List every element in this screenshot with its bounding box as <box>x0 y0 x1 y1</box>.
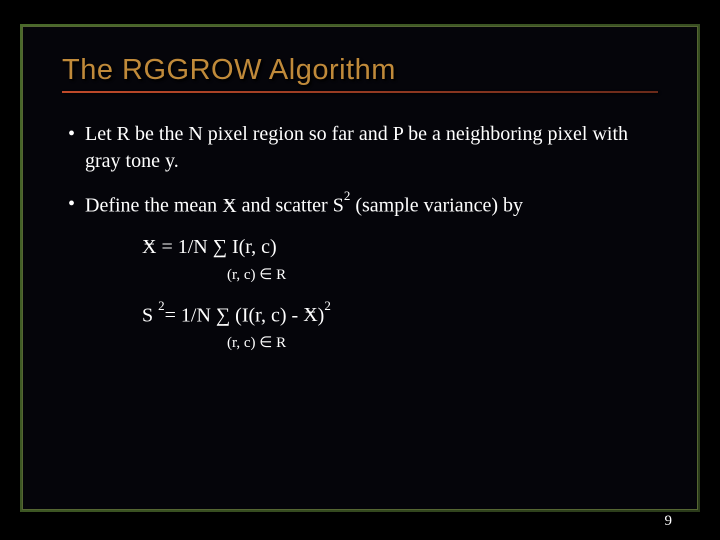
x-bar-icon: _X <box>303 305 317 325</box>
slide-frame: The RGGROW Algorithm • Let R be the N pi… <box>20 24 700 512</box>
bullet-dot-icon: • <box>68 191 75 218</box>
slide-number: 9 <box>665 513 673 530</box>
formula-2: S 2= 1/N ∑ (I(r, c) - _X)2 <box>142 302 658 328</box>
title-underline <box>62 91 658 93</box>
formula-2-sub: (r, c) ∈ R <box>227 333 658 352</box>
bullet-1: • Let R be the N pixel region so far and… <box>68 121 658 175</box>
x-bar-icon: _X <box>142 237 156 257</box>
slide-title: The RGGROW Algorithm <box>62 54 658 87</box>
bullet-dot-icon: • <box>68 121 75 148</box>
f2-lhs: S <box>142 304 158 326</box>
b2-part2: and scatter S <box>237 195 344 217</box>
f2-sup2: 2 <box>324 298 331 313</box>
bullet-2: • Define the mean _X and scatter S2 (sam… <box>68 191 658 220</box>
f1-rhs: = 1/N ∑ I(r, c) <box>156 236 276 258</box>
bullet-1-text: Let R be the N pixel region so far and P… <box>85 121 658 175</box>
formula-1: _X = 1/N ∑ I(r, c) <box>142 236 658 259</box>
b2-part3: (sample variance) by <box>350 195 523 217</box>
bullet-2-text: Define the mean _X and scatter S2 (sampl… <box>85 191 523 220</box>
x-bar-icon: _X <box>222 196 236 216</box>
b2-sup: 2 <box>344 188 351 203</box>
f2-sup1: 2 <box>158 298 165 313</box>
b2-part1: Define the mean <box>85 195 222 217</box>
f2-mid: = 1/N ∑ (I(r, c) - <box>165 304 304 326</box>
formula-1-sub: (r, c) ∈ R <box>227 265 658 284</box>
